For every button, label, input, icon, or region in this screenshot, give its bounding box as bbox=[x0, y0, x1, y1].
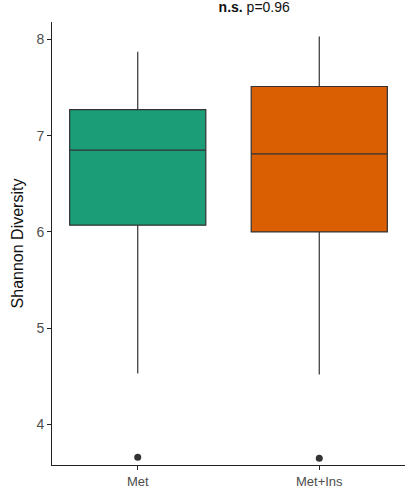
svg-text:Shannon Diversity: Shannon Diversity bbox=[9, 179, 26, 309]
svg-text:n.s. p=0.96: n.s. p=0.96 bbox=[219, 0, 290, 15]
svg-text:Met+Ins: Met+Ins bbox=[296, 474, 343, 489]
svg-text:5: 5 bbox=[36, 320, 44, 336]
svg-text:Met: Met bbox=[127, 474, 149, 489]
svg-text:4: 4 bbox=[36, 416, 44, 432]
svg-text:8: 8 bbox=[36, 31, 44, 47]
svg-text:7: 7 bbox=[36, 128, 44, 144]
svg-text:6: 6 bbox=[36, 224, 44, 240]
